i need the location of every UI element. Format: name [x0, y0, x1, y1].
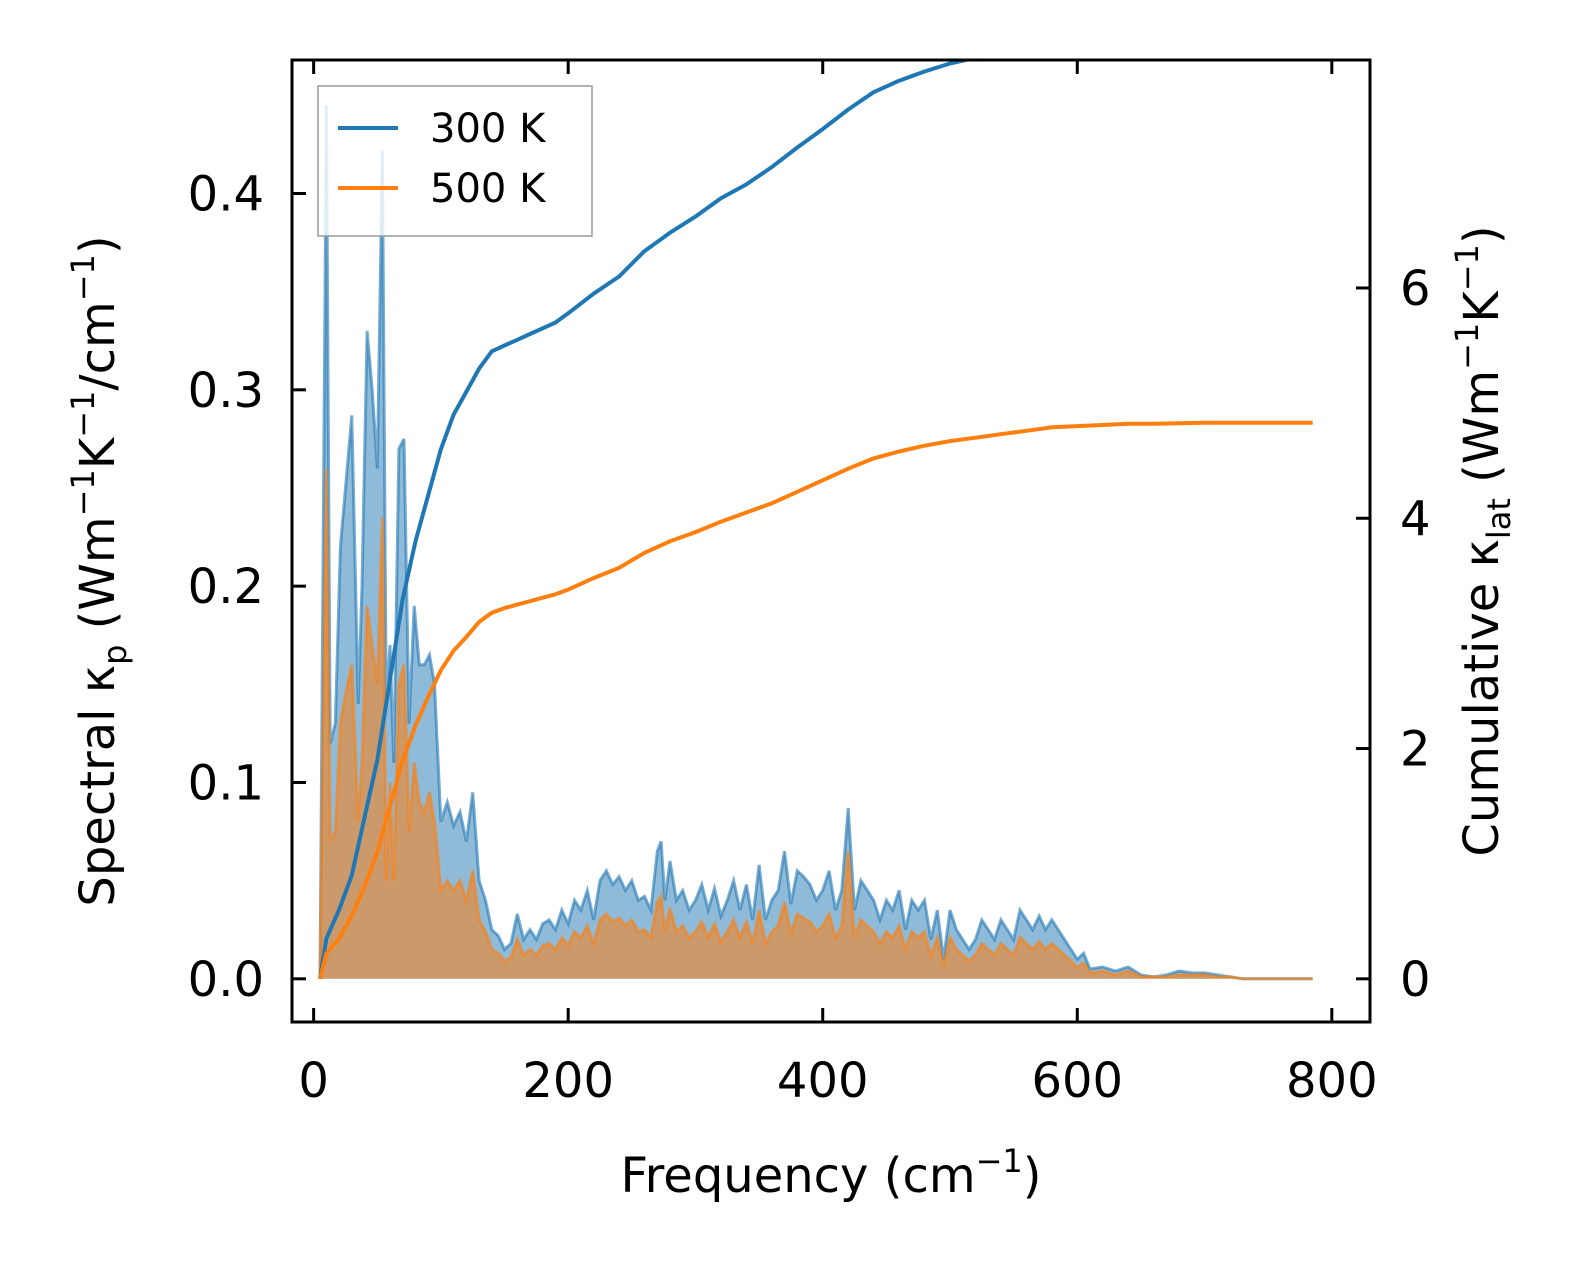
legend-label-300k: 300 K	[430, 106, 547, 152]
y-left-tick-label: 0.3	[188, 363, 264, 419]
y-right-tick-label: 6	[1400, 261, 1431, 317]
y-right-axis-title: Cumulative κlat (Wm−1K−1)	[1448, 225, 1518, 856]
y-left-axis-title: Spectral κp (Wm−1K−1/cm−1)	[64, 235, 134, 906]
y-right-tick-label: 4	[1400, 491, 1431, 547]
y-left-tick-label: 0.0	[188, 952, 264, 1008]
x-tick-label: 600	[1031, 1053, 1123, 1109]
legend-box	[317, 85, 593, 237]
spectral-line-500k	[318, 468, 1313, 981]
x-tick-label: 800	[1286, 1053, 1378, 1109]
cumulative-line-500k	[318, 420, 1313, 980]
cumulative-line-300k	[318, 60, 975, 980]
x-tick-label: 400	[777, 1053, 869, 1109]
x-tick-label: 0	[298, 1053, 329, 1109]
y-right-tick-label: 0	[1400, 952, 1431, 1008]
y-right-tick-label: 2	[1400, 722, 1431, 778]
x-axis-title: Frequency (cm−1)	[620, 1142, 1041, 1204]
y-left-tick-label: 0.4	[188, 167, 264, 223]
legend-label-500k: 500 K	[430, 166, 547, 212]
plot-frame	[290, 58, 1372, 1024]
spectral-area-500k	[320, 468, 1313, 979]
y-left-tick-label: 0.2	[188, 559, 264, 615]
spectral-line-300k	[318, 105, 1313, 981]
x-tick-label: 200	[522, 1053, 614, 1109]
y-left-tick-label: 0.1	[188, 755, 264, 811]
